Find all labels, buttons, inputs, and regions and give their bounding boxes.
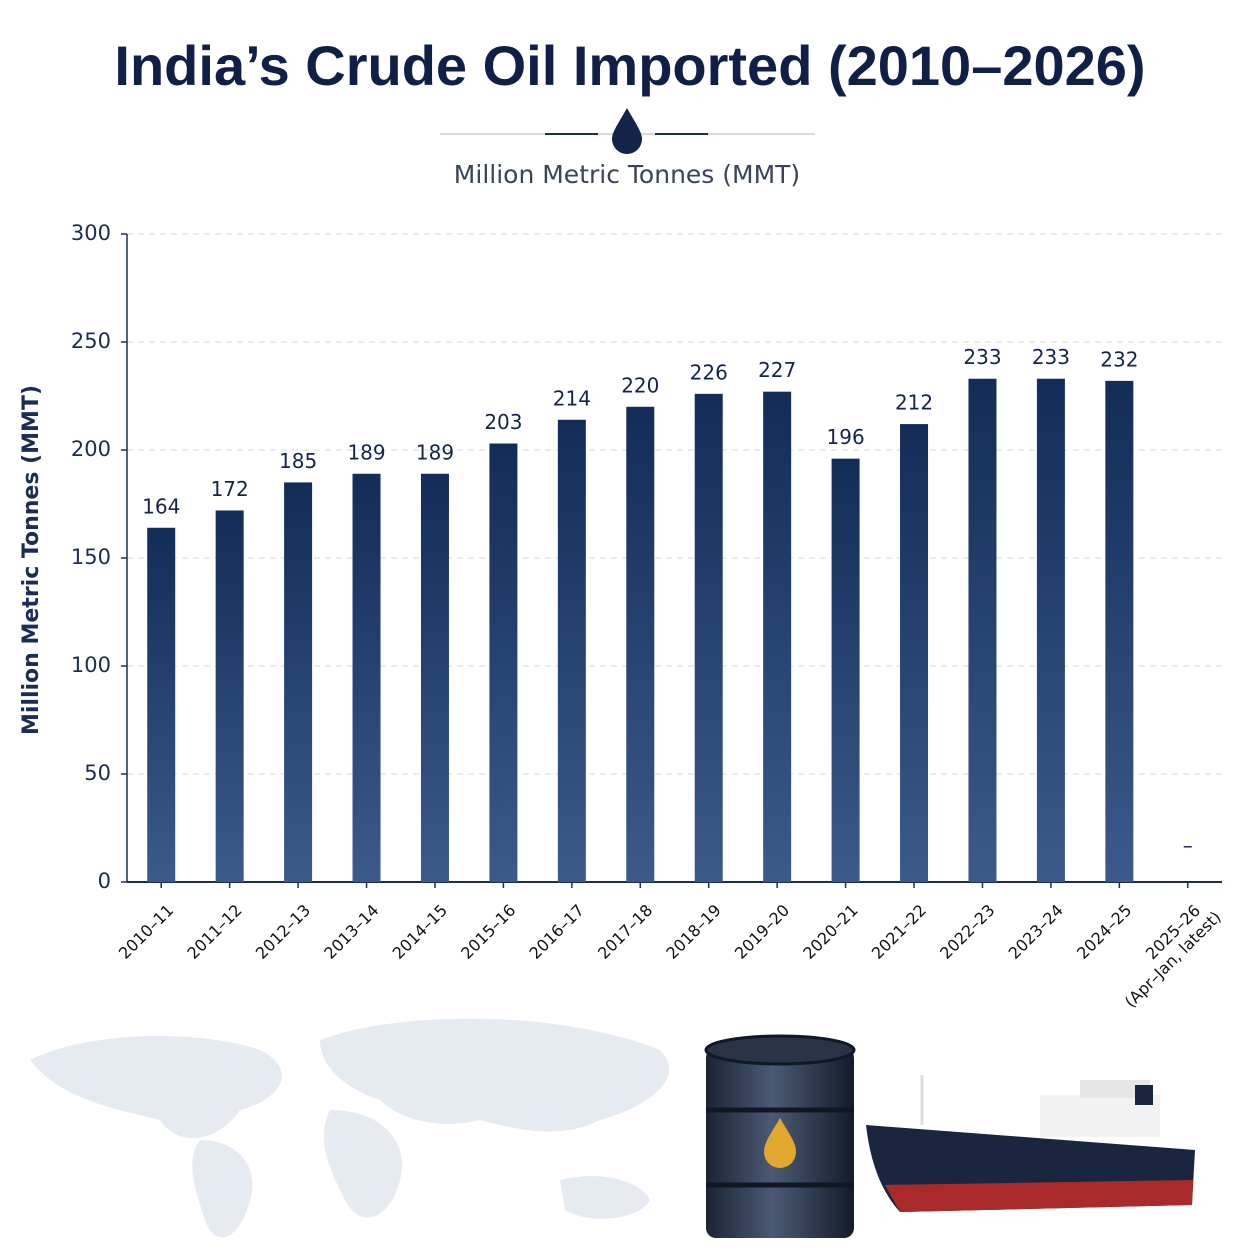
x-tick-label: 2013–14 bbox=[320, 901, 382, 963]
chart-title: India’s Crude Oil Imported (2010–2026) bbox=[114, 34, 1145, 97]
x-tick-label: 2011–12 bbox=[183, 901, 245, 963]
value-label: 189 bbox=[347, 440, 385, 464]
y-tick-label: 150 bbox=[71, 545, 111, 569]
value-label: – bbox=[1183, 834, 1193, 858]
tanker-ship bbox=[866, 1075, 1195, 1212]
y-tick-label: 50 bbox=[84, 761, 111, 785]
x-tick-label: 2010–11 bbox=[115, 901, 177, 963]
bar bbox=[900, 424, 929, 882]
world-map bbox=[30, 1018, 670, 1238]
bar bbox=[1036, 378, 1065, 882]
bar bbox=[215, 510, 244, 882]
value-label: 196 bbox=[827, 425, 865, 449]
bar bbox=[557, 419, 586, 882]
value-label: 227 bbox=[758, 358, 796, 382]
bar bbox=[626, 406, 655, 882]
x-tick-label: 2024–25 bbox=[1073, 901, 1135, 963]
y-tick-label: 100 bbox=[71, 653, 111, 677]
bar bbox=[284, 482, 313, 882]
x-tick-label: 2016–17 bbox=[526, 901, 588, 963]
x-tick-label: 2018–19 bbox=[662, 901, 724, 963]
y-tick-label: 300 bbox=[71, 221, 111, 245]
bar bbox=[968, 378, 997, 882]
value-label: 185 bbox=[279, 449, 317, 473]
decoration bbox=[30, 1018, 1195, 1238]
value-label: 233 bbox=[1032, 345, 1070, 369]
bar bbox=[489, 443, 518, 882]
x-tick-label: 2023–24 bbox=[1005, 901, 1067, 963]
value-label: 232 bbox=[1100, 347, 1138, 371]
x-tick-label: 2014–15 bbox=[389, 901, 451, 963]
value-label: 233 bbox=[963, 345, 1001, 369]
y-tick-label: 250 bbox=[71, 329, 111, 353]
bar bbox=[1105, 380, 1134, 882]
x-tick-label: 2012–13 bbox=[252, 901, 314, 963]
value-label: 203 bbox=[484, 410, 522, 434]
y-tick-label: 200 bbox=[71, 437, 111, 461]
y-axis-label: Million Metric Tonnes (MMT) bbox=[19, 385, 44, 735]
value-label: 189 bbox=[416, 440, 454, 464]
value-label: 172 bbox=[211, 477, 249, 501]
value-label: 212 bbox=[895, 391, 933, 415]
bar bbox=[694, 393, 723, 882]
value-label: 214 bbox=[553, 386, 591, 410]
bar bbox=[763, 391, 792, 882]
chart-subtitle: Million Metric Tonnes (MMT) bbox=[454, 160, 800, 189]
x-tick-label: 2022–23 bbox=[936, 901, 998, 963]
value-label: 220 bbox=[621, 373, 659, 397]
x-tick-label: 2015–16 bbox=[457, 901, 519, 963]
x-tick-label: 2021–22 bbox=[868, 901, 930, 963]
x-tick-label: 2020–21 bbox=[799, 901, 861, 963]
x-tick-label: 2017–18 bbox=[594, 901, 656, 963]
x-tick-label: 2019–20 bbox=[731, 901, 793, 963]
bar bbox=[147, 527, 176, 882]
bar bbox=[352, 473, 381, 882]
value-label: 164 bbox=[142, 494, 180, 518]
y-tick-label: 0 bbox=[98, 869, 111, 893]
value-label: 226 bbox=[690, 360, 728, 384]
oil-barrel bbox=[704, 1034, 856, 1238]
bar bbox=[420, 473, 449, 882]
bar bbox=[831, 458, 860, 882]
title-divider bbox=[440, 108, 815, 154]
